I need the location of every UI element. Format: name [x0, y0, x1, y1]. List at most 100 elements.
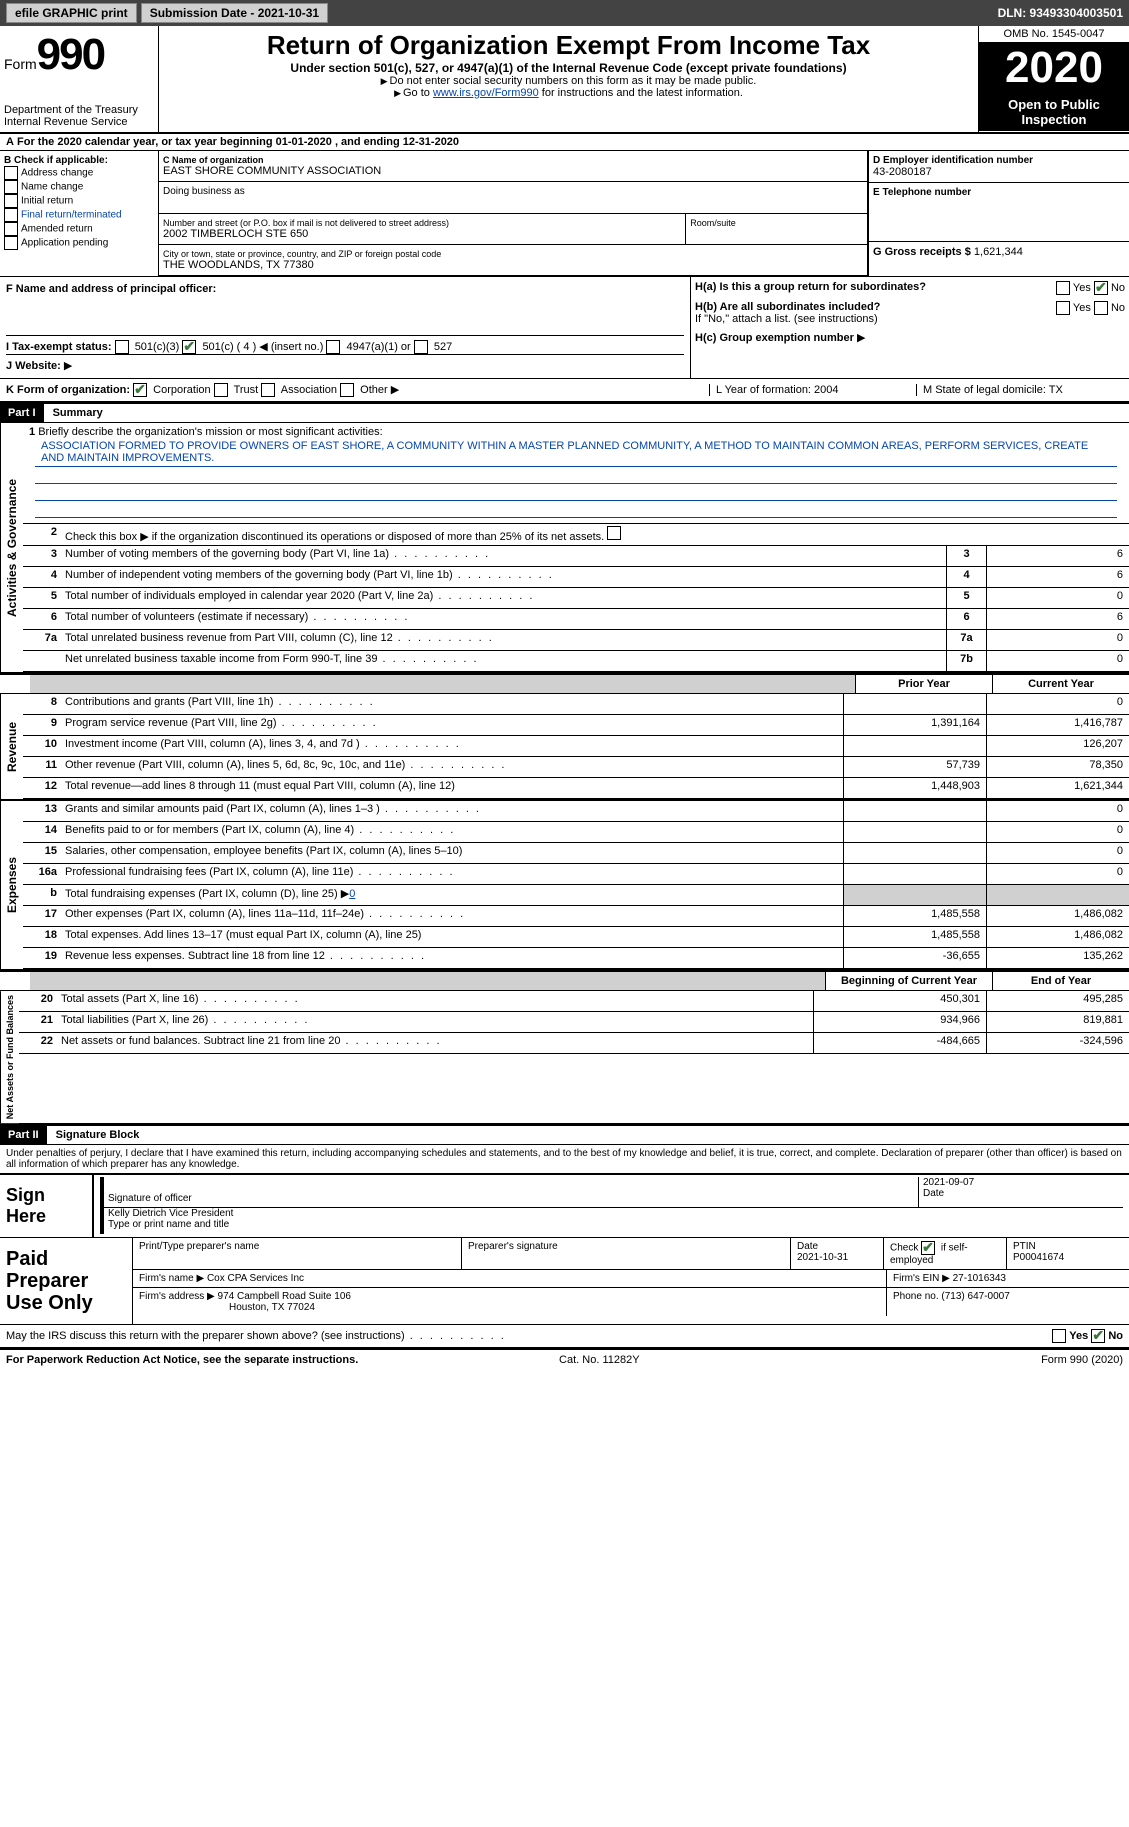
hb-label: H(b) Are all subordinates included?	[695, 301, 880, 313]
line3-val: 6	[986, 546, 1129, 566]
line14-curr: 0	[986, 822, 1129, 842]
line11-desc: Other revenue (Part VIII, column (A), li…	[61, 757, 843, 777]
checkbox-self-employed[interactable]	[921, 1241, 935, 1255]
part-i-label: Part I	[0, 404, 44, 422]
line4-desc: Number of independent voting members of …	[61, 567, 946, 587]
line21-desc: Total liabilities (Part X, line 26)	[57, 1012, 813, 1032]
mission-blank	[35, 469, 1117, 484]
cat-no: Cat. No. 11282Y	[559, 1354, 640, 1366]
line20-boy: 450,301	[813, 991, 986, 1011]
checkbox-address-change[interactable]	[4, 166, 18, 180]
checkbox-other[interactable]	[340, 383, 354, 397]
perjury-declaration: Under penalties of perjury, I declare th…	[0, 1145, 1129, 1173]
row-k-l-m: K Form of organization: Corporation Trus…	[0, 379, 1129, 402]
officer-name-label: Type or print name and title	[108, 1219, 1123, 1230]
tax-exempt-label: I Tax-exempt status:	[6, 341, 112, 353]
checkbox-527[interactable]	[414, 340, 428, 354]
firm-ein-label: Firm's EIN ▶	[893, 1273, 950, 1284]
part-i-header: Part I Summary	[0, 402, 1129, 423]
row-a-tax-year: A For the 2020 calendar year, or tax yea…	[0, 134, 1129, 151]
line18-desc: Total expenses. Add lines 13–17 (must eq…	[61, 927, 843, 947]
line22-desc: Net assets or fund balances. Subtract li…	[57, 1033, 813, 1053]
checkbox-hb-no[interactable]	[1094, 301, 1108, 315]
line12-desc: Total revenue—add lines 8 through 11 (mu…	[61, 778, 843, 798]
sig-date-label: Date	[923, 1188, 1123, 1199]
col-prior-year: Prior Year	[855, 675, 992, 693]
city-label: City or town, state or province, country…	[163, 249, 863, 259]
checkbox-discuss-no[interactable]	[1091, 1329, 1105, 1343]
line17-prior: 1,485,558	[843, 906, 986, 926]
firm-phone: (713) 647-0007	[941, 1291, 1009, 1302]
line15-desc: Salaries, other compensation, employee b…	[61, 843, 843, 863]
submission-date-badge: Submission Date - 2021-10-31	[141, 3, 328, 23]
gross-receipts-value: 1,621,344	[974, 246, 1023, 258]
line16a-prior	[843, 864, 986, 884]
firm-name-label: Firm's name ▶	[139, 1273, 204, 1284]
line11-curr: 78,350	[986, 757, 1129, 777]
checkbox-association[interactable]	[261, 383, 275, 397]
line5-val: 0	[986, 588, 1129, 608]
ein-label: D Employer identification number	[873, 155, 1125, 166]
mission-blank	[35, 503, 1117, 518]
line1-label: Briefly describe the organization's miss…	[38, 426, 382, 438]
efile-topbar: efile GRAPHIC print Submission Date - 20…	[0, 0, 1129, 26]
checkbox-501c3[interactable]	[115, 340, 129, 354]
line13-desc: Grants and similar amounts paid (Part IX…	[61, 801, 843, 821]
checkbox-hb-yes[interactable]	[1056, 301, 1070, 315]
part-ii-header: Part II Signature Block	[0, 1124, 1129, 1145]
hc-label: H(c) Group exemption number	[695, 332, 854, 344]
dept-treasury: Department of the Treasury	[4, 104, 154, 116]
line17-curr: 1,486,082	[986, 906, 1129, 926]
checkbox-app-pending[interactable]	[4, 236, 18, 250]
checkbox-final-return[interactable]	[4, 208, 18, 222]
address-value: 2002 TIMBERLOCH STE 650	[163, 228, 681, 240]
prep-date-label: Date	[797, 1241, 877, 1252]
efile-print-button[interactable]: efile GRAPHIC print	[6, 3, 137, 23]
section-f-h: F Name and address of principal officer:…	[0, 277, 1129, 379]
checkbox-4947[interactable]	[326, 340, 340, 354]
line22-boy: -484,665	[813, 1033, 986, 1053]
vlabel-net-assets: Net Assets or Fund Balances	[0, 991, 19, 1123]
preparer-name-label: Print/Type preparer's name	[139, 1241, 455, 1252]
line3-desc: Number of voting members of the governin…	[61, 546, 946, 566]
checkbox-name-change[interactable]	[4, 180, 18, 194]
firm-addr2: Houston, TX 77024	[139, 1302, 880, 1313]
firm-addr-label: Firm's address ▶	[139, 1291, 215, 1302]
part-i-title: Summary	[47, 407, 103, 419]
instr-goto-pre: Go to	[403, 87, 433, 99]
paperwork-notice: For Paperwork Reduction Act Notice, see …	[6, 1354, 358, 1366]
col-eoy: End of Year	[992, 972, 1129, 990]
irs-form990-link[interactable]: www.irs.gov/Form990	[433, 87, 539, 99]
checkbox-501c[interactable]	[182, 340, 196, 354]
part-ii-title: Signature Block	[50, 1129, 140, 1141]
line4-val: 6	[986, 567, 1129, 587]
checkbox-initial-return[interactable]	[4, 194, 18, 208]
checkbox-trust[interactable]	[214, 383, 228, 397]
line19-curr: 135,262	[986, 948, 1129, 968]
website-label: J Website:	[6, 360, 61, 372]
preparer-sig-label: Preparer's signature	[468, 1241, 784, 1252]
part-ii-label: Part II	[0, 1126, 47, 1144]
line19-desc: Revenue less expenses. Subtract line 18 …	[61, 948, 843, 968]
line13-prior	[843, 801, 986, 821]
form-label-footer: Form 990 (2020)	[1041, 1354, 1123, 1366]
line11-prior: 57,739	[843, 757, 986, 777]
checkbox-ha-no[interactable]	[1094, 281, 1108, 295]
ptin-value: P00041674	[1013, 1252, 1123, 1263]
line15-prior	[843, 843, 986, 863]
omb-number: OMB No. 1545-0047	[979, 26, 1129, 43]
checkbox-ha-yes[interactable]	[1056, 281, 1070, 295]
sig-officer-label: Signature of officer	[108, 1193, 918, 1204]
checkbox-line2[interactable]	[607, 526, 621, 540]
line9-curr: 1,416,787	[986, 715, 1129, 735]
checkbox-corporation[interactable]	[133, 383, 147, 397]
officer-name: Kelly Dietrich Vice President	[108, 1208, 1123, 1219]
line22-eoy: -324,596	[986, 1033, 1129, 1053]
org-name: EAST SHORE COMMUNITY ASSOCIATION	[163, 165, 863, 177]
checkbox-amended[interactable]	[4, 222, 18, 236]
form-number: 990	[37, 30, 104, 79]
line10-prior	[843, 736, 986, 756]
line7b-val: 0	[986, 651, 1129, 671]
checkbox-discuss-yes[interactable]	[1052, 1329, 1066, 1343]
principal-officer-label: F Name and address of principal officer:	[6, 283, 684, 295]
